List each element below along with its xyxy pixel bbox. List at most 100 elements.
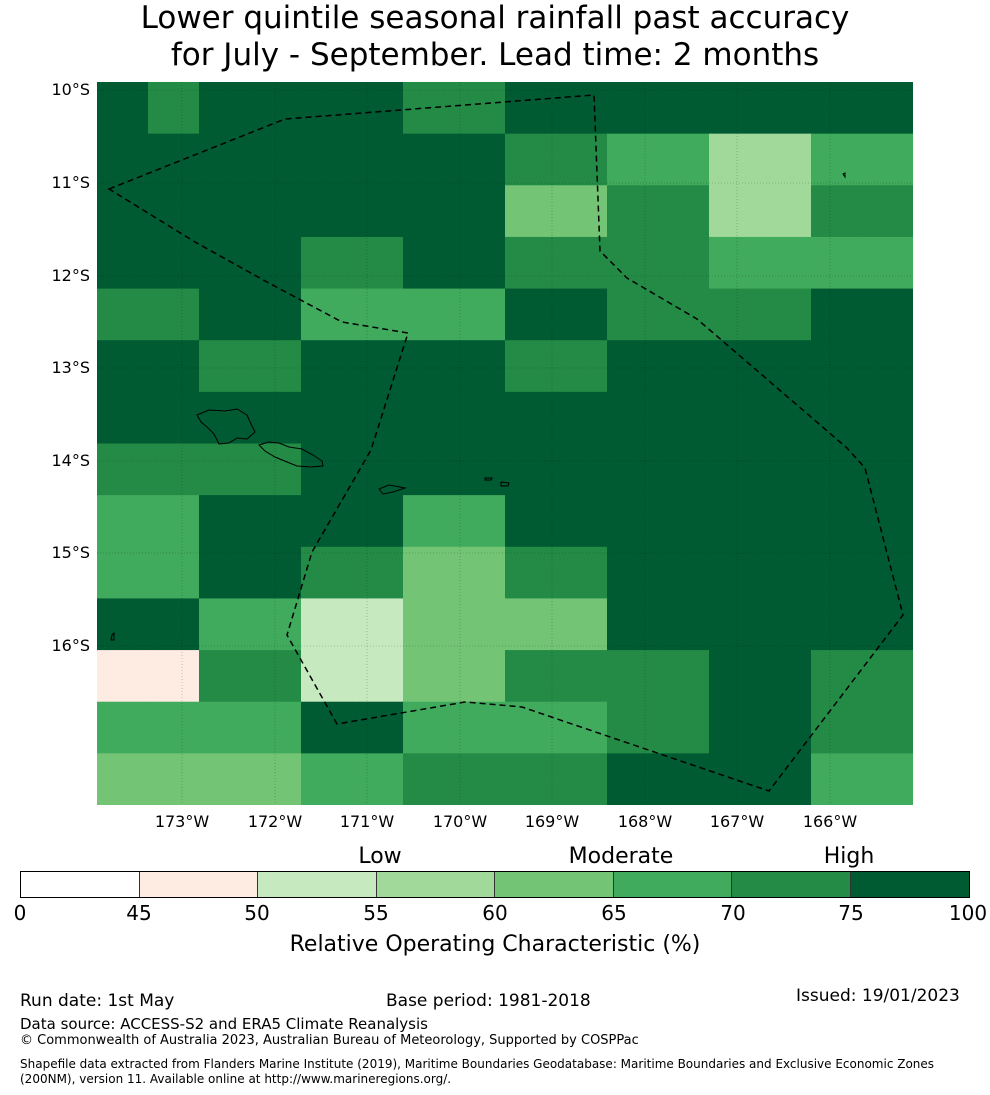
map-cell: [862, 82, 913, 135]
map-cell: [811, 236, 863, 290]
map-cell: [199, 598, 251, 651]
map-cell: [607, 82, 659, 135]
eez-boundary: [107, 94, 904, 792]
map-cell: [607, 340, 659, 393]
map-cell: [97, 753, 149, 805]
map-cell: [658, 598, 710, 651]
map-cell: [250, 753, 302, 805]
shapefile-credit-line-1: Shapefile data extracted from Flanders M…: [20, 1057, 935, 1071]
map-cell: [658, 133, 710, 186]
map-cell: [658, 236, 710, 290]
map-cell: [658, 650, 710, 703]
map-cell: [454, 391, 506, 445]
map-cell: [607, 185, 659, 238]
colorbar-segment-65-70: [613, 872, 732, 897]
map-cell: [403, 288, 455, 341]
map-cell: [250, 185, 302, 238]
rainfall-accuracy-map: [97, 82, 913, 805]
map-cell: [148, 753, 200, 805]
map-cell: [709, 340, 761, 393]
coastlines: [110, 172, 846, 641]
map-cell: [505, 650, 557, 703]
map-cell: [607, 701, 659, 754]
map-cell: [97, 701, 149, 754]
map-cell: [505, 753, 557, 805]
map-cell: [505, 495, 557, 548]
map-cell: [556, 650, 608, 703]
map-cell: [97, 133, 149, 186]
map-cell: [658, 391, 710, 445]
map-cell: [505, 185, 557, 238]
cb-tick-45: 45: [126, 901, 152, 925]
map-cell: [250, 82, 302, 135]
map-cell: [250, 391, 302, 445]
map-cell: [607, 650, 659, 703]
map-cell: [250, 546, 302, 600]
cb-tick-70: 70: [720, 901, 746, 925]
map-cell: [760, 495, 812, 548]
map-cell: [607, 753, 659, 805]
map-cell: [454, 546, 506, 600]
copyright: © Commonwealth of Australia 2023, Austra…: [20, 1033, 639, 1048]
map-cell: [403, 701, 455, 754]
map-cell: [658, 443, 710, 496]
map-gridlines: [97, 82, 913, 805]
map-cell: [505, 391, 557, 445]
data-source: Data source: ACCESS-S2 and ERA5 Climate …: [20, 1015, 428, 1033]
map-cell: [403, 185, 455, 238]
lat-label-13s: 13°S: [51, 358, 90, 377]
cb-tick-60: 60: [482, 901, 508, 925]
map-cell: [148, 391, 200, 445]
lon-label-171w: 171°W: [339, 812, 395, 831]
map-cell: [505, 288, 557, 341]
map-cell: [403, 443, 455, 496]
lat-label-16s: 16°S: [51, 636, 90, 655]
map-cell: [301, 701, 353, 754]
map-cell: [760, 133, 812, 186]
map-cell: [250, 598, 302, 651]
map-cell: [301, 185, 353, 238]
map-cell: [556, 391, 608, 445]
map-cell: [301, 133, 353, 186]
map-cell: [709, 495, 761, 548]
map-cell: [658, 753, 710, 805]
map-cell: [148, 133, 200, 186]
map-cell: [301, 340, 353, 393]
map-cell: [199, 340, 251, 393]
cb-tick-75: 75: [838, 901, 864, 925]
map-cell: [250, 701, 302, 754]
map-cell: [352, 236, 404, 290]
map-cell: [760, 546, 812, 600]
map-cell: [658, 340, 710, 393]
map-cell: [148, 288, 200, 341]
colorbar-segment-55-60: [376, 872, 495, 897]
map-cell: [862, 236, 913, 290]
map-cell: [811, 546, 863, 600]
map-cell: [658, 185, 710, 238]
map-cell: [148, 701, 200, 754]
map-cell: [403, 495, 455, 548]
colorbar: [20, 871, 970, 898]
map-cell: [148, 443, 200, 496]
map-cell: [250, 340, 302, 393]
map-cell: [505, 133, 557, 186]
lon-label-169w: 169°W: [524, 812, 580, 831]
map-cell: [454, 133, 506, 186]
map-cell: [97, 236, 149, 290]
map-cell: [556, 133, 608, 186]
map-cell: [709, 288, 761, 341]
map-cell: [811, 650, 863, 703]
map-cell: [301, 546, 353, 600]
map-cell: [709, 546, 761, 600]
map-cell: [250, 650, 302, 703]
map-cell: [97, 82, 149, 135]
map-cell: [760, 185, 812, 238]
map-cell: [352, 185, 404, 238]
lat-label-15s: 15°S: [51, 543, 90, 562]
map-cell: [454, 340, 506, 393]
map-cell: [709, 701, 761, 754]
map-cell: [352, 82, 404, 135]
map-cell: [709, 753, 761, 805]
map-cell: [403, 546, 455, 600]
map-title: Lower quintile seasonal rainfall past ac…: [0, 0, 990, 74]
